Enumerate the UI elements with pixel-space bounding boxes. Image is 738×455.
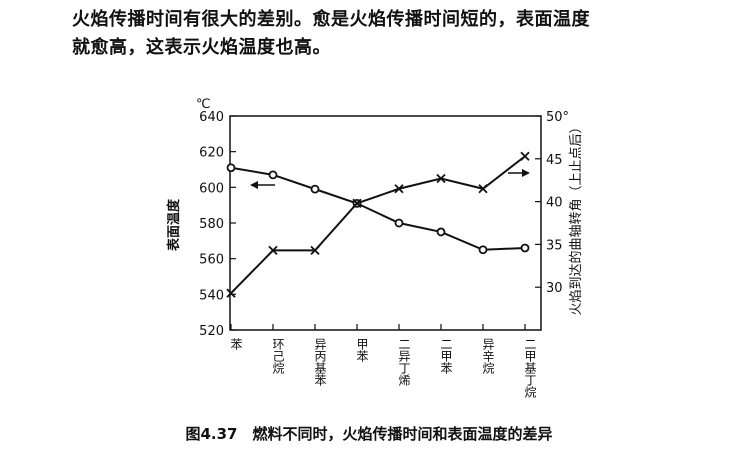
x-marker-stroke: [394, 184, 404, 194]
left-tick-label: 580: [199, 217, 224, 232]
left-axis-title: 表面温度: [166, 198, 182, 252]
series-2-point: [394, 184, 404, 194]
series-2-line: [230, 155, 526, 294]
x-category-label: 二甲基丁烷: [523, 338, 537, 399]
right-tick-label: 50°: [546, 110, 569, 125]
x-category-label: 二异丁烯: [397, 338, 411, 386]
right-tick-label: 35: [546, 238, 563, 253]
arrow-head: [522, 169, 530, 177]
right-axis-title: 火焰到达的曲轴转角（上止点后）: [568, 120, 584, 315]
left-tick-label: 520: [199, 324, 224, 339]
series-2-point: [268, 245, 278, 256]
x-category-label: 环己烷: [271, 338, 285, 375]
left-axis-unit: ℃: [196, 97, 211, 112]
series-1-point: [268, 170, 278, 180]
x-marker-stroke: [436, 173, 446, 184]
left-tick-label: 640: [199, 110, 224, 125]
paragraph-line-1: 火焰传播时间有很大的差别。愈是火焰传播时间短的，表面温度: [72, 9, 590, 30]
right-axis-arrow-icon: [508, 169, 530, 177]
series-1-point: [436, 227, 446, 237]
x-category-label: 二甲苯: [439, 338, 453, 374]
left-tick-label: 560: [199, 253, 224, 268]
series-2-point: [478, 184, 488, 194]
x-category-label: 甲苯: [355, 338, 369, 362]
x-marker-stroke: [310, 245, 320, 256]
x-marker-stroke: [226, 288, 236, 298]
series-2-point: [520, 151, 530, 161]
series-2-point: [436, 173, 446, 184]
right-tick-label: 30: [546, 281, 563, 296]
x-category-label: 苯: [229, 338, 243, 350]
left-axis-arrow-icon: [250, 181, 275, 189]
series-1-point: [394, 218, 404, 228]
right-tick-label: 40: [546, 196, 563, 211]
x-marker-stroke: [268, 245, 278, 256]
x-marker-stroke: [478, 184, 488, 194]
right-tick-label: 45: [546, 153, 563, 168]
left-tick-label: 600: [199, 181, 224, 196]
x-marker-stroke: [520, 151, 530, 161]
series-1-point: [478, 245, 488, 255]
series-1-point: [310, 184, 320, 194]
series-2-point: [310, 245, 320, 256]
left-tick-label: 540: [199, 288, 224, 303]
series-1-point: [520, 243, 530, 253]
figure-caption: 图4.37 燃料不同时，火焰传播时间和表面温度的差异: [185, 425, 553, 443]
x-marker-stroke: [352, 198, 362, 208]
plot-frame: [229, 115, 542, 331]
body-paragraph: 火焰传播时间有很大的差别。愈是火焰传播时间短的，表面温度 就愈高，这表示火焰温度…: [72, 6, 712, 62]
series-2-point: [352, 198, 362, 208]
left-tick-label: 620: [199, 146, 224, 161]
paragraph-line-2: 就愈高，这表示火焰温度也高。: [72, 37, 331, 58]
series-1-point: [226, 163, 236, 173]
arrow-head: [250, 181, 258, 189]
series-1-line: [230, 166, 526, 251]
series-2-point: [226, 288, 236, 298]
x-category-label: 异丙基苯: [313, 338, 327, 386]
x-category-label: 异辛烷: [481, 338, 495, 375]
